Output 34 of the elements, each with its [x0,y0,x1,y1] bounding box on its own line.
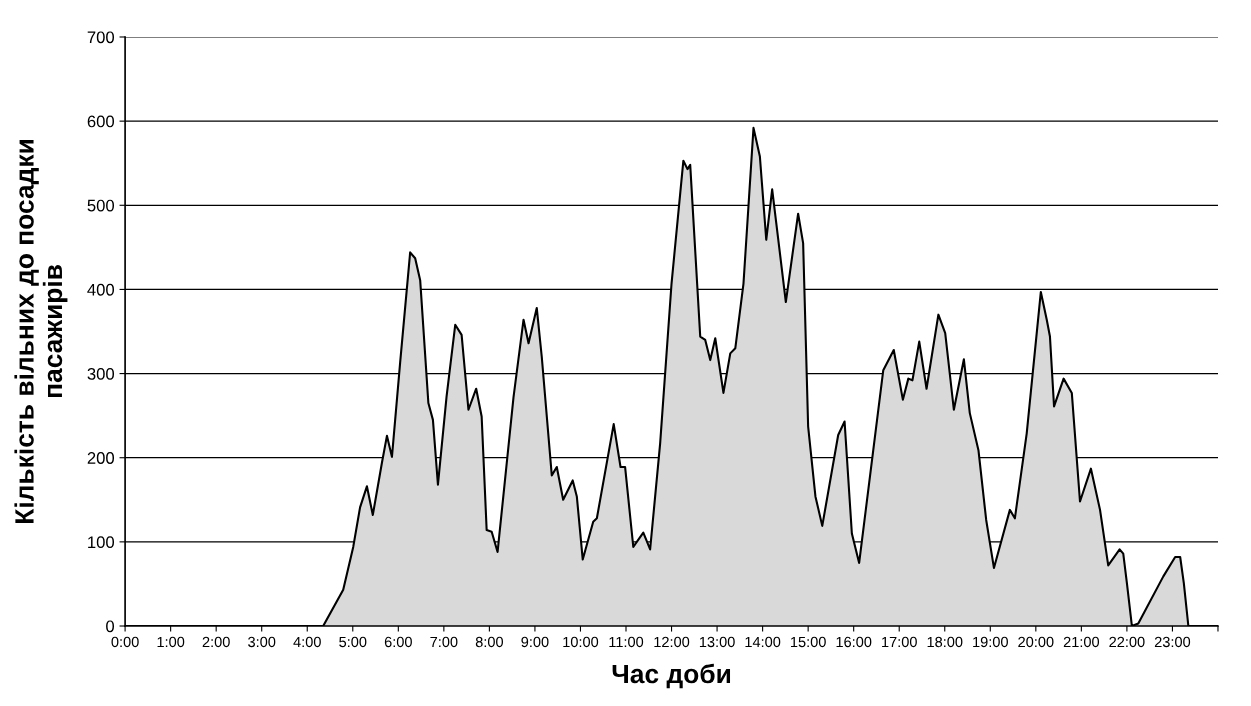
x-tick-label: 20:00 [1018,636,1054,648]
x-tick-label: 18:00 [927,636,963,648]
x-tick-label: 14:00 [745,636,781,648]
y-axis-title: Кількість вільних до посадки пасажирів [14,140,68,524]
y-tick-label: 100 [88,536,115,549]
x-axis-title: Час доби [612,663,731,689]
y-tick-label: 500 [87,199,115,212]
x-tick-label: 12:00 [654,636,690,648]
x-tick-label: 1:00 [157,636,185,648]
x-tick-label: 10:00 [563,636,599,648]
x-tick-label: 2:00 [202,636,230,648]
x-tick-label: 15:00 [791,636,826,648]
y-tick-label: 300 [87,367,115,380]
x-tick-label: 13:00 [699,636,735,648]
x-tick-label: 8:00 [475,636,504,648]
x-tick-label: 16:00 [836,636,872,648]
x-tick-label: 11:00 [609,636,644,648]
x-tick-label: 19:00 [973,636,1008,648]
x-tick-label: 5:00 [339,636,367,648]
x-tick-label: 7:00 [430,636,458,648]
x-tick-label: 22:00 [1109,636,1145,648]
x-tick-label: 21:00 [1063,636,1100,648]
y-tick-label: 700 [87,31,115,44]
x-tick-label: 3:00 [248,636,276,648]
x-tick-label: 9:00 [521,636,549,648]
y-tick-label: 600 [87,115,115,128]
x-tick-label: 0:00 [111,636,139,648]
x-tick-label: 6:00 [384,636,412,648]
y-tick-label: 0 [106,620,115,633]
x-tick-label: 17:00 [882,636,917,648]
x-tick-label: 23:00 [1154,636,1191,648]
y-tick-label: 400 [87,283,115,296]
y-tick-label: 200 [87,452,115,464]
x-tick-label: 4:00 [293,636,321,648]
